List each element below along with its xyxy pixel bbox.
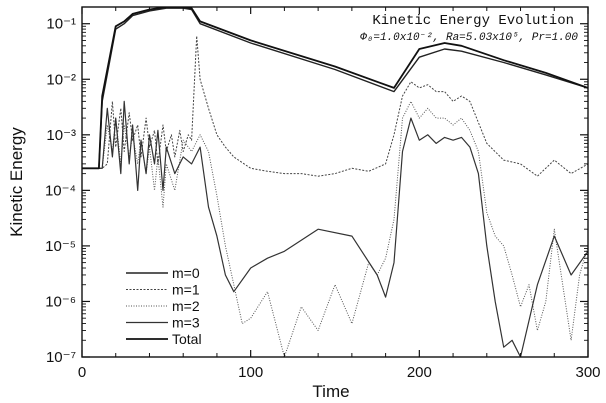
- legend-label: m=1: [172, 282, 200, 298]
- series-line-m1: [82, 35, 588, 177]
- y-tick-label: 10⁻⁷: [46, 349, 76, 366]
- series-line-m0: [82, 7, 588, 169]
- y-tick-label: 10⁻²: [46, 71, 76, 88]
- y-tick-label: 10⁻⁵: [45, 238, 76, 255]
- plot-frame: [81, 6, 589, 358]
- x-tick-label: 0: [78, 364, 86, 381]
- legend-label: m=3: [172, 315, 200, 331]
- x-tick-label: 300: [575, 364, 600, 381]
- series-line-total: [82, 7, 588, 170]
- series-line-m3: [82, 100, 588, 357]
- x-tick-label: 200: [407, 364, 432, 381]
- chart-subtitle: Φ₀=1.0x10⁻², Ra=5.03x10⁵, Pr=1.00: [360, 32, 578, 44]
- y-tick-label: 10⁻³: [46, 127, 76, 144]
- legend-label: m=2: [172, 298, 200, 314]
- series-layer: [82, 7, 588, 357]
- y-axis-label: Kinetic Energy: [7, 127, 26, 237]
- y-tick-label: 10⁻¹: [46, 16, 76, 33]
- legend-label: m=0: [172, 265, 200, 281]
- legend-label: Total: [172, 331, 202, 347]
- axis-layer: 0 100 200 300 10⁻⁷ 10⁻⁶ 10⁻⁵ 10⁻⁴ 10⁻³ 10⁻² 10⁻¹: [45, 6, 601, 381]
- y-tick-label: 10⁻⁴: [45, 182, 76, 199]
- x-axis-label: Time: [312, 382, 349, 401]
- chart-title: Kinetic Energy Evolution: [372, 13, 574, 29]
- x-tick-label: 100: [238, 364, 263, 381]
- y-tick-label: 10⁻⁶: [45, 293, 76, 310]
